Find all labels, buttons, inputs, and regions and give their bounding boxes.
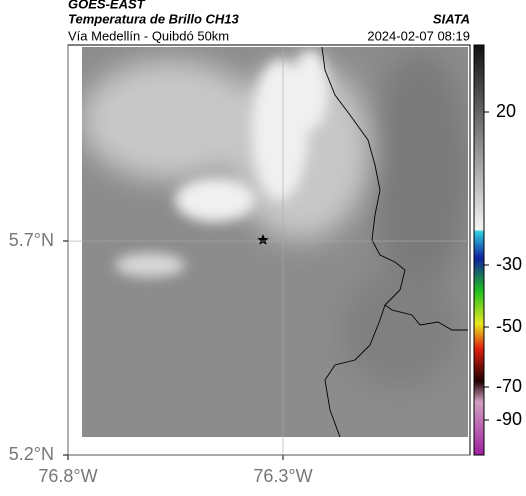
title: GOES-EAST	[68, 0, 146, 11]
colorbar-label: -50	[496, 316, 522, 336]
timestamp: 2024-02-07 08:19	[367, 28, 470, 43]
subtitle: Temperatura de Brillo CH13	[68, 11, 240, 26]
x-tick-label: 76.8°W	[38, 466, 97, 486]
colorbar-label: -30	[496, 254, 522, 274]
satellite-image	[82, 47, 468, 437]
colorbar-label: 20	[496, 101, 516, 121]
colorbar-label: -90	[496, 409, 522, 429]
y-tick-label: 5.7°N	[9, 230, 54, 250]
source: SIATA	[433, 11, 470, 26]
city-marker	[257, 234, 269, 245]
colorbar	[473, 44, 485, 456]
colorbar-label: -70	[496, 376, 522, 396]
location: Vía Medellín - Quibdó 50km	[68, 28, 229, 43]
x-tick-label: 76.3°W	[253, 466, 312, 486]
y-tick-label: 5.2°N	[9, 444, 54, 464]
